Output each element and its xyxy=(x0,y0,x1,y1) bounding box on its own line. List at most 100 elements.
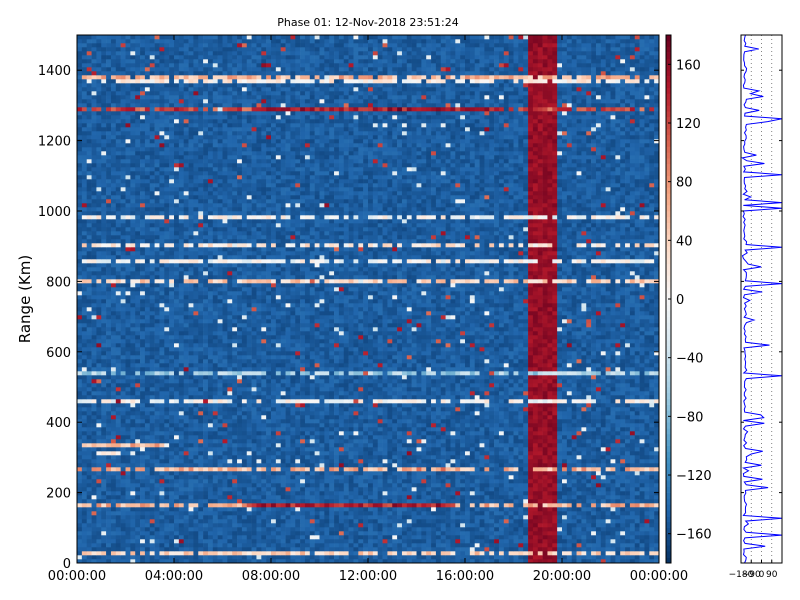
heatmap-cell xyxy=(280,395,286,400)
heatmap-cell xyxy=(528,527,534,532)
heatmap-cell xyxy=(125,471,131,476)
heatmap-cell xyxy=(329,423,335,428)
heatmap-cell xyxy=(460,407,466,412)
heatmap-cell xyxy=(431,527,437,532)
heatmap-cell xyxy=(382,395,388,400)
heatmap-cell xyxy=(494,523,500,528)
heatmap-cell xyxy=(256,511,262,516)
heatmap-cell xyxy=(106,423,112,428)
heatmap-cell xyxy=(479,471,485,476)
heatmap-cell xyxy=(285,527,291,532)
heatmap-cell xyxy=(518,439,524,444)
heatmap-cell xyxy=(431,467,437,472)
heatmap-cell xyxy=(465,479,471,484)
heatmap-cell xyxy=(387,491,393,496)
heatmap-cell xyxy=(164,471,170,476)
heatmap-cell xyxy=(392,451,398,456)
heatmap-cell xyxy=(338,419,345,424)
heatmap-cell xyxy=(212,511,218,516)
heatmap-cell xyxy=(304,439,311,444)
heatmap-cell xyxy=(532,483,539,488)
heatmap-cell xyxy=(212,503,218,508)
heatmap-cell xyxy=(639,559,645,564)
heatmap-cell xyxy=(334,455,340,460)
heatmap-cell xyxy=(484,407,490,412)
heatmap-cell xyxy=(77,479,83,484)
heatmap-cell xyxy=(377,447,383,452)
heatmap-cell xyxy=(455,455,461,460)
heatmap-cell xyxy=(241,483,248,488)
heatmap-cell xyxy=(494,539,500,544)
heatmap-cell xyxy=(431,523,437,528)
heatmap-cell xyxy=(261,419,267,424)
heatmap-cell xyxy=(518,515,524,520)
heatmap-cell xyxy=(77,415,83,420)
heatmap-cell xyxy=(130,427,136,432)
heatmap-cell xyxy=(401,463,408,468)
heatmap-cell xyxy=(397,503,403,508)
heatmap-cell xyxy=(110,435,117,440)
heatmap-cell xyxy=(435,399,442,404)
heatmap-cell xyxy=(256,447,262,452)
heatmap-cell xyxy=(135,507,141,512)
heatmap-cell xyxy=(101,459,107,464)
heatmap-cell xyxy=(251,455,257,460)
heatmap-cell xyxy=(261,471,267,476)
heatmap-cell xyxy=(634,419,640,424)
heatmap-cell xyxy=(363,519,369,524)
heatmap-cell xyxy=(96,523,102,528)
heatmap-cell xyxy=(615,551,621,556)
heatmap-cell xyxy=(183,539,189,544)
heatmap-cell xyxy=(625,427,631,432)
heatmap-cell xyxy=(198,519,204,524)
heatmap-cell xyxy=(542,523,548,528)
heatmap-cell xyxy=(571,463,577,468)
heatmap-cell xyxy=(86,395,92,400)
heatmap-cell xyxy=(382,439,388,444)
heatmap-cell xyxy=(241,559,248,564)
heatmap-cell xyxy=(411,475,417,480)
heatmap-cell xyxy=(484,519,490,524)
heatmap-cell xyxy=(135,455,141,460)
heatmap-cell xyxy=(232,503,238,508)
heatmap-cell xyxy=(271,395,277,400)
heatmap-cell xyxy=(387,515,393,520)
heatmap-cell xyxy=(217,483,223,488)
heatmap-cell xyxy=(421,531,427,536)
heatmap-cell xyxy=(411,555,417,560)
heatmap-cell xyxy=(605,539,611,544)
heatmap-cell xyxy=(212,535,218,540)
heatmap-cell xyxy=(241,423,248,428)
heatmap-cell xyxy=(615,427,621,432)
heatmap-cell xyxy=(498,527,505,532)
heatmap-cell xyxy=(130,491,136,496)
heatmap-cell xyxy=(435,523,442,528)
heatmap-cell xyxy=(227,535,233,540)
heatmap-cell xyxy=(251,399,257,404)
heatmap-cell xyxy=(465,551,471,556)
heatmap-cell xyxy=(130,447,136,452)
heatmap-cell xyxy=(217,479,223,484)
heatmap-cell xyxy=(547,511,553,516)
heatmap-cell xyxy=(81,475,87,480)
heatmap-cell xyxy=(377,451,383,456)
heatmap-cell xyxy=(188,523,194,528)
heatmap-cell xyxy=(532,547,539,552)
heatmap-cell xyxy=(110,503,117,508)
heatmap-cell xyxy=(271,507,277,512)
heatmap-cell xyxy=(498,427,505,432)
heatmap-cell xyxy=(91,439,97,444)
heatmap-cell xyxy=(489,455,495,460)
heatmap-cell xyxy=(406,455,412,460)
heatmap-cell xyxy=(392,499,398,504)
heatmap-cell xyxy=(368,511,374,516)
heatmap-cell xyxy=(271,523,277,528)
heatmap-cell xyxy=(144,491,151,496)
heatmap-cell xyxy=(164,399,170,404)
heatmap-cell xyxy=(372,431,378,436)
heatmap-cell xyxy=(416,535,422,540)
heatmap-cell xyxy=(227,519,233,524)
heatmap-cell xyxy=(595,523,602,528)
heatmap-cell xyxy=(178,427,184,432)
heatmap-cell xyxy=(397,483,403,488)
